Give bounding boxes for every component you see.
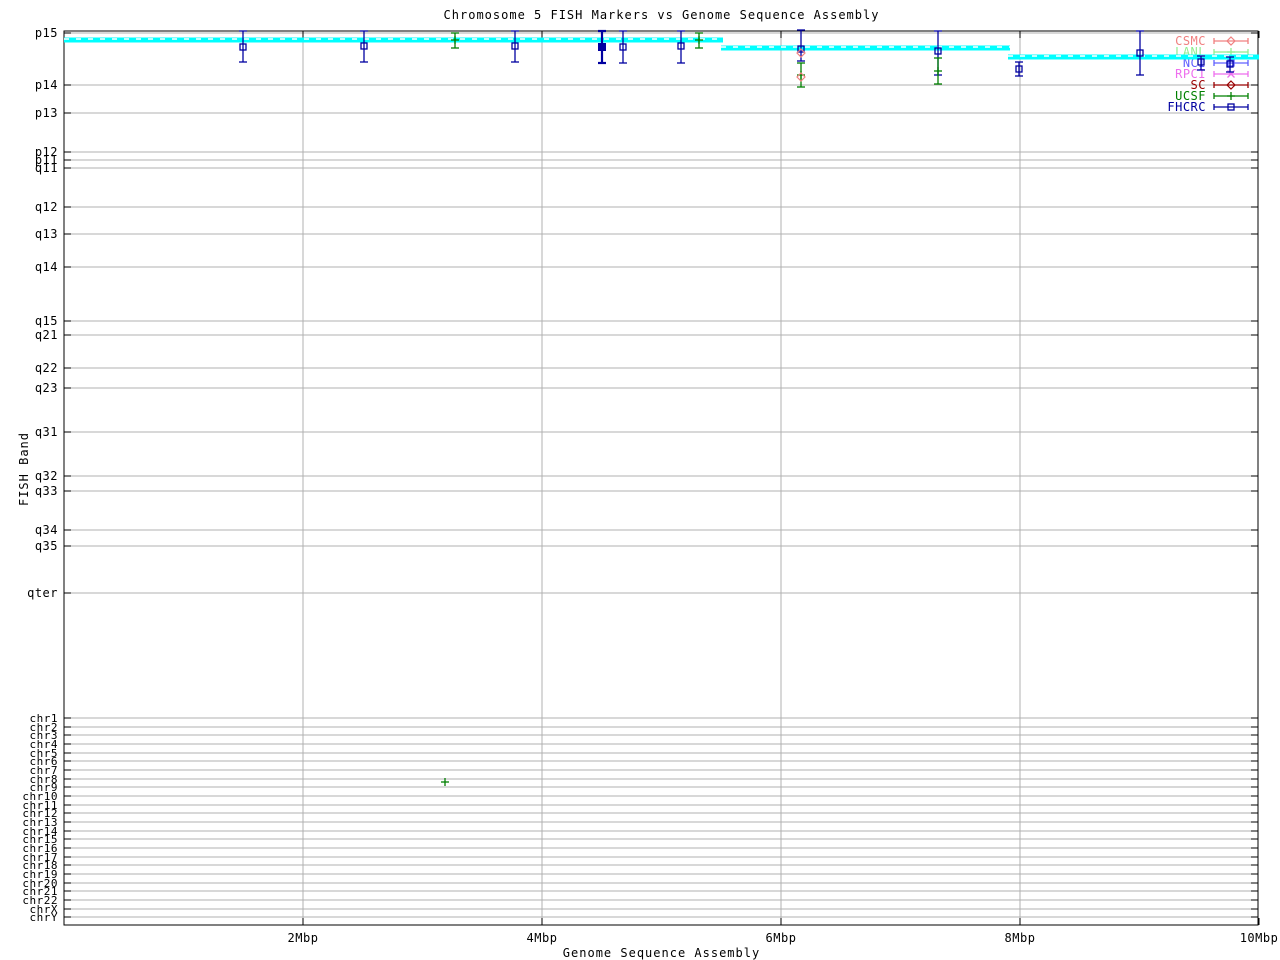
svg-text:p12: p12 [35, 145, 58, 159]
data-point-fhcrc [1015, 61, 1023, 77]
svg-text:chr17: chr17 [22, 851, 58, 864]
data-point-ucsf [451, 32, 459, 49]
legend-entry-ucsf: UCSF [1175, 89, 1249, 103]
svg-text:SC: SC [1191, 78, 1206, 92]
svg-text:chr20: chr20 [22, 877, 58, 890]
plot-border [63, 30, 1259, 926]
svg-text:chr5: chr5 [30, 747, 59, 760]
svg-text:chr9: chr9 [30, 781, 59, 794]
svg-text:chr10: chr10 [22, 790, 58, 803]
data-point-fhcrc [619, 30, 627, 64]
svg-text:chr6: chr6 [30, 755, 59, 768]
svg-text:chr13: chr13 [22, 816, 58, 829]
svg-text:p13: p13 [35, 106, 58, 120]
svg-text:chr3: chr3 [30, 729, 59, 742]
svg-text:p11: p11 [35, 153, 58, 167]
svg-text:chr14: chr14 [22, 825, 58, 838]
svg-text:10Mbp: 10Mbp [1240, 931, 1279, 945]
svg-text:chr4: chr4 [30, 738, 59, 751]
legend-entry-sc: SC [1191, 78, 1249, 92]
series-ucsf [441, 32, 942, 786]
legend-entry-rpci: RPCI [1175, 67, 1249, 81]
data-point-ucsf [695, 32, 703, 49]
svg-text:q12: q12 [35, 200, 58, 214]
data-point-fhcrc [239, 30, 247, 63]
svg-text:q11: q11 [35, 161, 58, 175]
svg-text:FHCRC: FHCRC [1167, 100, 1206, 114]
x-axis-label: Genome Sequence Assembly [562, 946, 761, 960]
svg-text:chr21: chr21 [22, 885, 58, 898]
svg-text:chr18: chr18 [22, 859, 58, 872]
svg-text:chr22: chr22 [22, 894, 58, 907]
svg-text:chr11: chr11 [22, 799, 58, 812]
data-point-fhcrc [511, 30, 519, 63]
svg-text:4Mbp: 4Mbp [527, 931, 558, 945]
assembly-line [64, 37, 1259, 60]
legend-entry-csmc: CSMC [1175, 34, 1249, 48]
svg-text:q32: q32 [35, 469, 58, 483]
data-point-csmc [796, 48, 806, 58]
svg-text:p14: p14 [35, 78, 58, 92]
legend-entry-nci: NCI [1183, 56, 1249, 70]
svg-text:chrX: chrX [30, 903, 59, 916]
svg-text:2Mbp: 2Mbp [288, 931, 319, 945]
series-fhcrc [239, 29, 1234, 77]
svg-text:q22: q22 [35, 361, 58, 375]
svg-text:qter: qter [27, 586, 58, 600]
data-point-fhcrc [1197, 55, 1205, 71]
svg-text:RPCI: RPCI [1175, 67, 1206, 81]
svg-text:chr7: chr7 [30, 764, 59, 777]
chr-row-tick-labels: chr1chr2chr3chr4chr5chr6chr7chr8chr9chr1… [22, 712, 59, 924]
data-point-fhcrc [598, 29, 606, 65]
svg-text:chr2: chr2 [30, 721, 59, 734]
data-point-fhcrc [1226, 56, 1234, 73]
svg-text:8Mbp: 8Mbp [1005, 931, 1036, 945]
svg-text:6Mbp: 6Mbp [766, 931, 797, 945]
svg-text:q15: q15 [35, 314, 58, 328]
svg-text:q34: q34 [35, 523, 58, 537]
svg-text:chr15: chr15 [22, 833, 58, 846]
data-point-fhcrc [1136, 30, 1144, 76]
svg-text:p15: p15 [35, 26, 58, 40]
svg-text:q33: q33 [35, 484, 58, 498]
svg-text:CSMC: CSMC [1175, 34, 1206, 48]
data-point-csmc [796, 72, 806, 82]
svg-text:q21: q21 [35, 328, 58, 342]
series-csmc [796, 48, 806, 82]
svg-text:chr1: chr1 [30, 712, 59, 725]
svg-text:UCSF: UCSF [1175, 89, 1206, 103]
svg-text:q14: q14 [35, 260, 58, 274]
svg-text:q35: q35 [35, 539, 58, 553]
svg-text:q13: q13 [35, 227, 58, 241]
svg-text:q31: q31 [35, 425, 58, 439]
data-point-fhcrc [797, 29, 805, 62]
axis-ticks [64, 31, 1260, 925]
legend-entry-fhcrc: FHCRC [1167, 100, 1249, 114]
data-point-ucsf [441, 778, 449, 786]
svg-text:NCI: NCI [1183, 56, 1206, 70]
svg-text:q23: q23 [35, 381, 58, 395]
data-point-ucsf [934, 57, 942, 85]
svg-text:chr8: chr8 [30, 773, 59, 786]
svg-text:chr12: chr12 [22, 807, 58, 820]
x-tick-labels: 2Mbp 4Mbp 6Mbp 8Mbp 10Mbp [288, 931, 1279, 945]
gridlines [64, 31, 1258, 925]
svg-text:chr16: chr16 [22, 842, 58, 855]
chart-title: Chromosome 5 FISH Markers vs Genome Sequ… [443, 8, 880, 22]
svg-text:chrY: chrY [30, 911, 59, 924]
data-point-fhcrc [360, 30, 368, 63]
data-point-fhcrc [677, 30, 685, 64]
svg-text:chr19: chr19 [22, 868, 58, 881]
